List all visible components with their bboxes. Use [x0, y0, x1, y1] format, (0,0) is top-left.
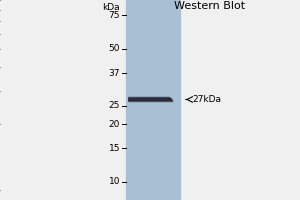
Text: 27kDa: 27kDa: [192, 95, 221, 104]
Text: 50: 50: [109, 44, 120, 53]
Text: 37: 37: [109, 69, 120, 78]
Text: 20: 20: [109, 120, 120, 129]
Bar: [126, 0, 180, 200]
Text: kDa: kDa: [102, 3, 120, 12]
Text: 25: 25: [109, 101, 120, 110]
Text: 75: 75: [109, 11, 120, 20]
Text: Western Blot: Western Blot: [174, 1, 246, 11]
Text: 10: 10: [109, 177, 120, 186]
Text: 15: 15: [109, 144, 120, 153]
